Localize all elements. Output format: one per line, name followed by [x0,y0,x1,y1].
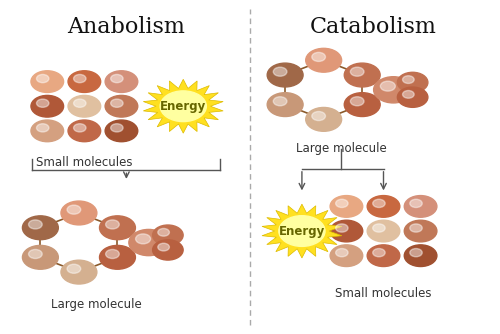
Circle shape [372,199,385,207]
Polygon shape [144,79,223,133]
Text: Small molecules: Small molecules [335,287,432,300]
Circle shape [404,220,437,242]
Text: Energy: Energy [160,100,206,113]
Circle shape [279,216,325,246]
Circle shape [22,245,59,269]
Circle shape [267,93,303,117]
Circle shape [312,112,326,121]
Text: Large molecule: Large molecule [296,142,387,155]
Circle shape [404,245,437,267]
Circle shape [31,71,64,93]
Circle shape [158,228,170,236]
Circle shape [31,120,64,142]
Circle shape [336,199,348,207]
Circle shape [105,120,138,142]
Circle shape [380,81,396,91]
Circle shape [67,264,80,273]
Polygon shape [262,204,342,258]
Circle shape [68,96,100,117]
Circle shape [336,248,348,257]
Circle shape [330,245,362,267]
Circle shape [36,124,49,132]
Circle shape [336,224,348,232]
Circle shape [61,260,97,284]
Circle shape [158,243,170,251]
Circle shape [344,63,380,87]
Circle shape [31,96,64,117]
Circle shape [330,220,362,242]
Circle shape [74,99,86,107]
Circle shape [28,220,42,229]
Circle shape [372,248,385,257]
Circle shape [410,199,422,207]
Circle shape [350,97,364,106]
Circle shape [410,248,422,257]
Circle shape [350,67,364,76]
Circle shape [28,249,42,259]
Circle shape [136,234,150,244]
Text: Large molecule: Large molecule [52,298,142,311]
Circle shape [105,71,138,93]
Circle shape [105,96,138,117]
Circle shape [410,224,422,232]
Circle shape [367,196,400,217]
Circle shape [36,99,49,107]
Circle shape [110,74,123,83]
Circle shape [100,216,136,240]
Circle shape [110,99,123,107]
Circle shape [402,76,414,84]
Circle shape [106,249,120,259]
Circle shape [404,196,437,217]
Circle shape [374,77,413,103]
Circle shape [398,72,428,93]
Circle shape [110,124,123,132]
Text: Catabolism: Catabolism [310,16,437,38]
Circle shape [36,74,49,83]
Text: Small molecules: Small molecules [36,156,132,169]
Circle shape [274,67,287,76]
Circle shape [306,108,342,131]
Circle shape [68,71,100,93]
Circle shape [67,205,80,214]
Circle shape [68,120,100,142]
Text: Anabolism: Anabolism [68,16,186,38]
Circle shape [372,224,385,232]
Circle shape [330,196,362,217]
Circle shape [306,48,342,72]
Circle shape [402,91,414,98]
Circle shape [312,52,326,61]
Circle shape [160,91,206,122]
Text: Energy: Energy [279,224,325,237]
Circle shape [100,245,136,269]
Circle shape [344,93,380,117]
Circle shape [274,97,287,106]
Circle shape [152,225,183,245]
Circle shape [398,87,428,107]
Circle shape [22,216,59,240]
Circle shape [367,245,400,267]
Circle shape [267,63,303,87]
Circle shape [152,240,183,260]
Circle shape [367,220,400,242]
Circle shape [74,74,86,83]
Circle shape [74,124,86,132]
Circle shape [106,220,120,229]
Circle shape [61,201,97,225]
Circle shape [129,229,168,256]
